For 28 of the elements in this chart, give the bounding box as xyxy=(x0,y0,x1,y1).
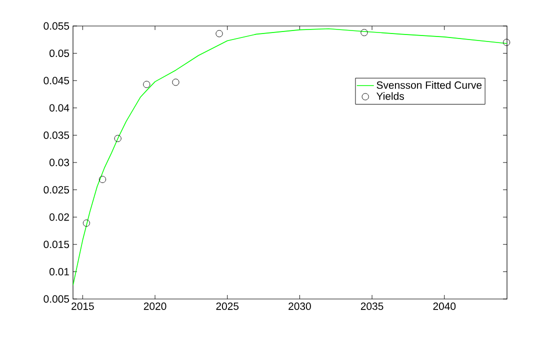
point xyxy=(82,220,90,227)
x-tick-label: 2020 xyxy=(144,302,166,310)
y-tick-label: 0.04 xyxy=(50,104,70,112)
y-tick-label: 0.045 xyxy=(44,76,70,84)
point xyxy=(503,38,510,46)
point xyxy=(172,78,180,86)
y-tick-label: 0.03 xyxy=(50,158,70,166)
legend-label: Yields xyxy=(376,92,404,100)
point xyxy=(114,134,122,142)
point xyxy=(360,29,368,36)
x-tick-label: 2035 xyxy=(360,302,384,310)
line-series xyxy=(73,28,508,286)
x-tick-label: 2030 xyxy=(288,302,311,310)
y-tick-label: 0.01 xyxy=(50,268,69,276)
y-tick-label: 0.05 xyxy=(50,50,70,58)
x-tick-label: 2040 xyxy=(433,302,456,310)
y-tick-label: 0.02 xyxy=(50,213,69,221)
y-tick-label: 0.025 xyxy=(44,186,70,194)
legend-label: Svensson Fitted Curve xyxy=(376,81,482,89)
y-tick-label: 0.015 xyxy=(44,240,70,248)
x-tick-label: 2025 xyxy=(216,302,239,310)
point xyxy=(143,80,150,88)
point xyxy=(98,176,106,183)
y-tick-label: 0.005 xyxy=(44,295,70,303)
y-tick-label: 0.055 xyxy=(44,22,70,30)
point xyxy=(216,30,223,38)
y-tick-label: 0.035 xyxy=(44,132,70,139)
x-tick-label: 2015 xyxy=(72,302,94,310)
